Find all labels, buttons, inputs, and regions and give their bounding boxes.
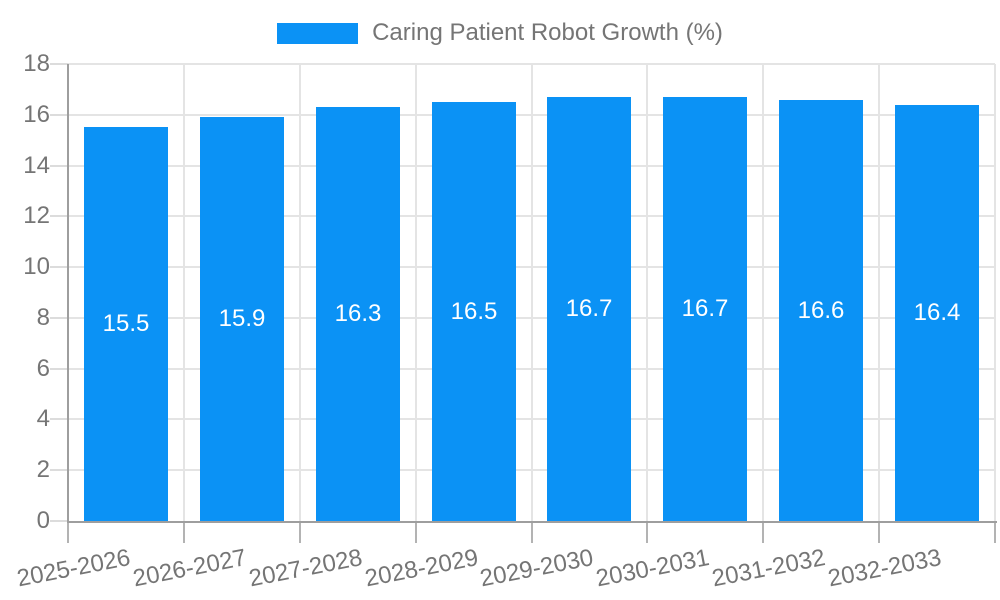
- x-tick: [183, 521, 185, 543]
- x-tick-label: 2028-2029: [362, 544, 481, 593]
- y-tick-label: 18: [23, 50, 50, 77]
- y-tick: [50, 317, 68, 319]
- bar[interactable]: 16.7: [547, 97, 631, 521]
- y-tick-label: 4: [36, 405, 50, 432]
- y-tick-label: 10: [23, 253, 50, 280]
- y-tick-label: 14: [23, 152, 50, 179]
- bar-value-label: 16.4: [913, 299, 961, 326]
- bar-value-label: 16.6: [797, 296, 845, 324]
- bar[interactable]: 16.6: [779, 100, 863, 521]
- x-tick: [531, 521, 533, 543]
- y-tick-label: 6: [36, 355, 50, 382]
- bar-value-label: 16.7: [681, 295, 729, 322]
- y-tick-label: 2: [36, 456, 50, 483]
- y-axis-line: [67, 64, 69, 523]
- bar-value-label: 16.7: [565, 295, 613, 322]
- bar[interactable]: 15.9: [200, 117, 284, 521]
- y-tick: [50, 368, 68, 370]
- x-tick-label: 2031-2032: [709, 544, 828, 593]
- x-gridline: [299, 64, 301, 521]
- x-tick: [762, 521, 764, 543]
- y-tick: [50, 266, 68, 268]
- y-tick-label: 0: [36, 507, 50, 534]
- x-tick-label: 2030-2031: [593, 544, 712, 593]
- bar-value-label: 15.5: [102, 310, 150, 337]
- bar[interactable]: 16.5: [432, 102, 516, 521]
- x-tick: [878, 521, 880, 543]
- y-tick: [50, 469, 68, 471]
- y-tick: [50, 114, 68, 116]
- x-tick-label: 2025-2026: [14, 544, 133, 593]
- x-gridline: [994, 64, 996, 521]
- x-axis-line: [68, 521, 997, 523]
- x-gridline: [646, 64, 648, 521]
- x-gridline: [415, 64, 417, 521]
- x-tick: [67, 521, 69, 543]
- x-gridline: [183, 64, 185, 521]
- x-gridline: [878, 64, 880, 521]
- bar-value-label: 16.5: [450, 297, 498, 325]
- bar[interactable]: 16.3: [316, 107, 400, 521]
- x-tick: [299, 521, 301, 543]
- bar-value-label: 15.9: [218, 305, 266, 332]
- y-tick-label: 16: [23, 101, 50, 128]
- legend-swatch: [277, 22, 359, 44]
- x-tick-label: 2032-2033: [825, 544, 944, 593]
- x-tick: [646, 521, 648, 543]
- y-tick-label: 8: [36, 304, 50, 331]
- x-tick: [415, 521, 417, 543]
- x-tick: [994, 521, 996, 543]
- y-tick: [50, 520, 68, 522]
- bar[interactable]: 15.5: [84, 127, 168, 521]
- legend[interactable]: Caring Patient Robot Growth (%): [0, 18, 1000, 48]
- x-gridline: [762, 64, 764, 521]
- x-tick-label: 2026-2027: [130, 544, 249, 593]
- y-tick: [50, 418, 68, 420]
- bar[interactable]: 16.4: [895, 105, 979, 521]
- x-tick-label: 2029-2030: [477, 544, 596, 593]
- y-tick: [50, 63, 68, 65]
- x-gridline: [531, 64, 533, 521]
- legend-label: Caring Patient Robot Growth (%): [372, 19, 723, 46]
- y-tick: [50, 215, 68, 217]
- bar[interactable]: 16.7: [663, 97, 747, 521]
- y-tick: [50, 165, 68, 167]
- x-tick-label: 2027-2028: [246, 544, 365, 593]
- bar-value-label: 16.3: [334, 300, 382, 327]
- y-tick-label: 12: [23, 202, 50, 229]
